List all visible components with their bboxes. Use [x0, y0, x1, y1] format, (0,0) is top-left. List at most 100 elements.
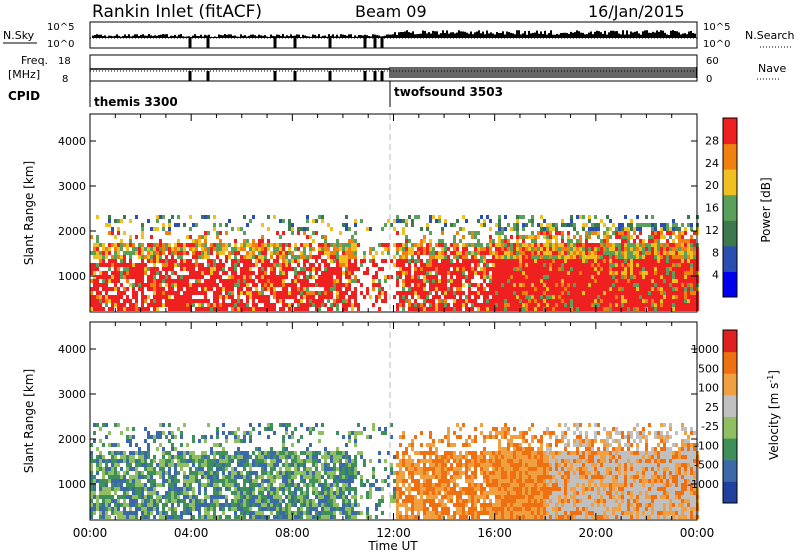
- power-cell: [606, 303, 609, 307]
- power-cell: [132, 291, 135, 295]
- velocity-cell: [204, 459, 207, 463]
- velocity-cell: [216, 435, 219, 439]
- power-cell: [120, 275, 123, 279]
- power-cell: [324, 291, 327, 295]
- velocity-cell: [273, 487, 276, 491]
- power-cell: [414, 275, 417, 279]
- power-cell: [639, 251, 642, 255]
- power-cell: [186, 303, 189, 307]
- power-cell: [315, 255, 318, 259]
- power-cell: [546, 231, 549, 235]
- velocity-cell: [171, 443, 174, 447]
- velocity-cell: [183, 503, 186, 507]
- power-cell: [552, 259, 555, 263]
- power-cell: [642, 255, 645, 259]
- velocity-cell: [273, 495, 276, 499]
- power-cell: [117, 287, 120, 291]
- power-cell: [543, 263, 546, 267]
- power-cell: [639, 259, 642, 263]
- velocity-cell: [105, 491, 108, 495]
- power-cell: [141, 243, 144, 247]
- power-cell: [639, 275, 642, 279]
- power-cell: [519, 251, 522, 255]
- power-cell: [177, 223, 180, 227]
- velocity-cell: [231, 483, 234, 487]
- power-cell: [597, 251, 600, 255]
- power-cell: [600, 239, 603, 243]
- power-cell: [657, 263, 660, 267]
- velocity-cell: [105, 495, 108, 499]
- power-cell: [585, 247, 588, 251]
- velocity-cell: [300, 475, 303, 479]
- velocity-cell: [264, 427, 267, 431]
- power-cell: [513, 307, 516, 311]
- power-cell: [252, 215, 255, 219]
- velocity-cell: [159, 435, 162, 439]
- power-cell: [618, 243, 621, 247]
- power-cell: [252, 279, 255, 283]
- velocity-cell: [138, 475, 141, 479]
- noise-sample: [558, 34, 560, 38]
- power-cell: [549, 251, 552, 255]
- velocity-cell: [213, 471, 216, 475]
- velocity-cell: [90, 443, 93, 447]
- power-cell: [489, 219, 492, 223]
- power-cell: [606, 215, 609, 219]
- power-cell: [189, 267, 192, 271]
- power-cell: [663, 283, 666, 287]
- power-cell: [228, 303, 231, 307]
- power-cell: [351, 271, 354, 275]
- power-cell: [525, 223, 528, 227]
- power-cell: [531, 215, 534, 219]
- power-cell: [261, 283, 264, 287]
- velocity-cell: [168, 491, 171, 495]
- power-cell: [141, 231, 144, 235]
- power-cell: [108, 275, 111, 279]
- velocity-cell: [147, 475, 150, 479]
- velocity-cell: [216, 491, 219, 495]
- power-cell: [168, 231, 171, 235]
- power-cell: [489, 227, 492, 231]
- power-cell: [333, 283, 336, 287]
- power-cell: [297, 255, 300, 259]
- power-cell: [588, 255, 591, 259]
- velocity-cell: [213, 463, 216, 467]
- power-cell: [414, 271, 417, 275]
- power-cell: [531, 259, 534, 263]
- power-cell: [663, 303, 666, 307]
- power-cell: [675, 295, 678, 299]
- power-cell: [177, 283, 180, 287]
- power-cell: [198, 263, 201, 267]
- noise-sample: [348, 34, 350, 38]
- velocity-cell: [288, 451, 291, 455]
- power-cell: [168, 291, 171, 295]
- power-cell: [207, 299, 210, 303]
- velocity-cell: [288, 479, 291, 483]
- power-cell: [207, 231, 210, 235]
- noise-sample: [326, 36, 328, 38]
- power-cell: [297, 247, 300, 251]
- power-cell: [528, 287, 531, 291]
- power-cell: [621, 263, 624, 267]
- power-cell: [429, 215, 432, 219]
- power-cell: [96, 279, 99, 283]
- power-cell: [498, 255, 501, 259]
- velocity-cell: [114, 471, 117, 475]
- power-cell: [189, 307, 192, 311]
- velocity-cell: [234, 515, 237, 519]
- power-cell: [654, 307, 657, 311]
- velocity-cell: [225, 479, 228, 483]
- power-cell: [255, 291, 258, 295]
- noise-sample: [358, 34, 360, 38]
- power-cell: [198, 299, 201, 303]
- velocity-cell: [297, 507, 300, 511]
- power-cell: [285, 267, 288, 271]
- power-cell: [570, 251, 573, 255]
- power-cell: [261, 235, 264, 239]
- power-cell: [687, 287, 690, 291]
- power-cell: [516, 251, 519, 255]
- power-cell: [453, 251, 456, 255]
- power-cell: [204, 287, 207, 291]
- velocity-cell: [204, 455, 207, 459]
- velocity-cell: [102, 459, 105, 463]
